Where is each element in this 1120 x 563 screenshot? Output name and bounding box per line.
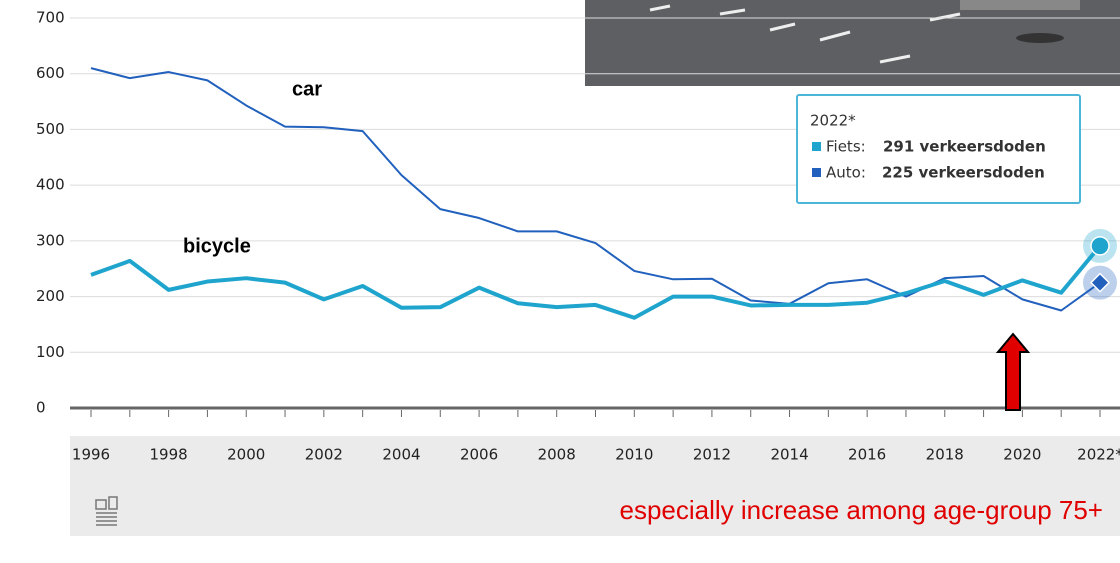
y-tick-label: 400 — [36, 176, 65, 194]
x-tick-label: 2008 — [538, 446, 576, 464]
x-tick-label: 1996 — [72, 446, 110, 464]
y-tick-label: 600 — [36, 64, 65, 82]
x-tick-label: 2018 — [926, 446, 964, 464]
x-tick-label: 2020 — [1003, 446, 1041, 464]
end-marker — [1089, 272, 1111, 293]
car-label: car — [292, 78, 322, 100]
x-tick-label: 2004 — [382, 446, 420, 464]
tooltip: 2022* Fiets: 291 verkeersdoden Auto: 225… — [796, 94, 1081, 204]
cbs-logo — [95, 496, 118, 526]
y-tick-label: 0 — [36, 399, 46, 417]
x-tick-label: 2022* — [1077, 446, 1120, 464]
y-tick-label: 700 — [36, 9, 65, 27]
x-tick-label: 2006 — [460, 446, 498, 464]
tooltip-auto: Auto: — [826, 164, 866, 182]
tooltip-auto-value: 225 verkeersdoden — [882, 164, 1045, 182]
x-tick-label: 2002 — [305, 446, 343, 464]
red-arrow — [995, 332, 1031, 411]
y-tick-label: 300 — [36, 231, 65, 249]
x-tick-label: 2000 — [227, 446, 265, 464]
series-line — [90, 244, 1102, 320]
y-tick-label: 100 — [36, 343, 65, 361]
end-marker — [1090, 236, 1110, 256]
footer-band — [70, 436, 1120, 536]
x-tick-label: 2012 — [693, 446, 731, 464]
x-tick-label: 2016 — [848, 446, 886, 464]
photo — [585, 0, 1120, 86]
annotation: especially increase among age-group 75+ — [620, 495, 1103, 525]
x-tick-label: 2014 — [770, 446, 808, 464]
x-tick-label: 1998 — [150, 446, 188, 464]
x-tick-label: 2010 — [615, 446, 653, 464]
bicycle-label: bicycle — [183, 235, 251, 257]
y-tick-label: 200 — [36, 287, 65, 305]
y-tick-label: 500 — [36, 120, 65, 138]
tooltip-fiets: Fiets: — [826, 138, 866, 156]
tooltip-fiets-value: 291 verkeersdoden — [883, 138, 1046, 156]
tooltip-title: 2022* — [810, 112, 856, 130]
